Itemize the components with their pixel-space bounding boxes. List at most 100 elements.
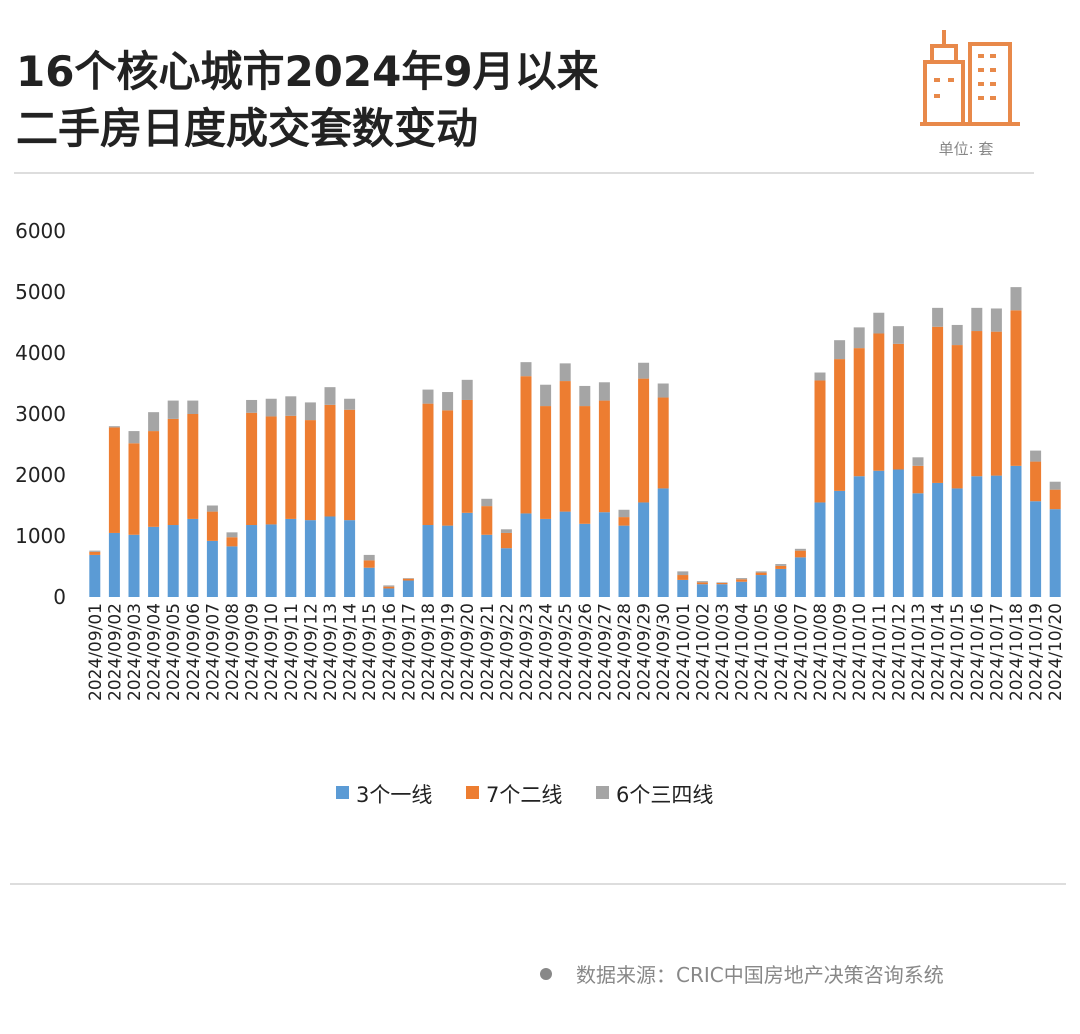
bar-segment	[638, 378, 650, 503]
bar-segment	[912, 457, 924, 466]
x-tick-label: 2024/09/28	[615, 603, 635, 701]
x-tick-label: 2024/10/04	[733, 603, 753, 701]
x-tick-label: 2024/09/30	[654, 603, 674, 701]
y-tick-label: 2000	[15, 463, 66, 487]
bar-segment	[265, 398, 277, 417]
bar-segment	[500, 532, 512, 549]
x-tick-label: 2024/10/20	[1046, 603, 1066, 701]
bar-segment	[873, 312, 885, 334]
x-tick-label: 2024/10/03	[713, 603, 733, 701]
x-tick-label: 2024/10/14	[929, 603, 949, 701]
bar-segment	[226, 532, 238, 538]
x-tick-label: 2024/10/11	[870, 603, 890, 701]
bar-segment	[540, 384, 552, 407]
bar-segment	[598, 512, 610, 597]
bar-segment	[167, 418, 179, 526]
bar-segment	[481, 498, 493, 507]
bar-segment	[422, 403, 434, 526]
bar-segment	[677, 571, 689, 576]
bar-segment	[696, 582, 708, 585]
bar-segment	[167, 400, 179, 419]
bar-segment	[618, 509, 630, 518]
bar-segment	[89, 554, 101, 597]
bar-segment	[814, 502, 826, 597]
bar-segment	[736, 581, 748, 597]
y-tick-label: 4000	[15, 341, 66, 365]
x-tick-label: 2024/09/25	[556, 603, 576, 701]
bar-segment	[971, 307, 983, 332]
bar-segment	[873, 470, 885, 597]
bar-segment	[324, 387, 336, 405]
bar-segment	[148, 412, 160, 432]
bar-segment	[344, 398, 356, 410]
unit-label: 单位: 套	[939, 140, 994, 158]
bar-segment	[559, 381, 571, 512]
bar-segment	[461, 512, 473, 597]
bar-segment	[716, 582, 728, 583]
bar-segment	[246, 525, 258, 597]
x-tick-label: 2024/09/10	[262, 603, 282, 701]
bar-segment	[226, 546, 238, 597]
bar-segment	[638, 362, 650, 379]
bar-segment	[1030, 450, 1042, 462]
bar-segment	[1030, 461, 1042, 502]
x-tick-label: 2024/09/21	[478, 603, 498, 701]
bar-segment	[344, 409, 356, 521]
bar-segment	[677, 575, 689, 580]
bar-segment	[148, 431, 160, 527]
y-tick-label: 0	[53, 585, 66, 609]
bar-segment	[1010, 310, 1022, 466]
bar-segment	[128, 534, 140, 597]
bar-segment	[598, 382, 610, 401]
x-tick-label: 2024/09/22	[497, 603, 517, 701]
bar-segment	[442, 392, 454, 411]
bar-segment	[285, 415, 297, 519]
bar-segment	[755, 572, 767, 576]
bar-segment	[187, 400, 199, 414]
x-tick-label: 2024/09/17	[399, 603, 419, 701]
x-tick-label: 2024/09/08	[223, 603, 243, 701]
bar-segment	[598, 400, 610, 513]
bar-segment	[716, 584, 728, 597]
bar-segment	[853, 327, 865, 349]
bar-segment	[187, 414, 199, 519]
bar-segment	[383, 588, 395, 597]
bar-segment	[755, 571, 767, 573]
bar-segment	[853, 348, 865, 477]
bar-segment	[951, 345, 963, 489]
bar-segment	[579, 406, 591, 524]
bar-segment	[736, 579, 748, 582]
bar-segment	[226, 537, 238, 547]
bar-segment	[285, 396, 297, 416]
bar-segment	[579, 385, 591, 407]
legend-swatch	[336, 786, 349, 799]
x-tick-label: 2024/09/05	[164, 603, 184, 701]
bar-segment	[990, 331, 1002, 476]
bar-segment	[794, 548, 806, 551]
x-tick-label: 2024/09/19	[439, 603, 459, 701]
bar-segment	[696, 581, 708, 583]
bar-segment	[206, 505, 218, 512]
building-icon	[920, 30, 1020, 126]
x-tick-label: 2024/10/18	[1007, 603, 1027, 701]
bar-segment	[755, 575, 767, 597]
bar-segment	[402, 580, 414, 597]
bar-segment	[402, 578, 414, 581]
bar-segment	[814, 380, 826, 503]
bar-segment	[971, 476, 983, 597]
title-line: 16个核心城市2024年9月以来	[16, 47, 599, 96]
legend-swatch	[596, 786, 609, 799]
x-tick-label: 2024/10/01	[674, 603, 694, 701]
bar-segment	[304, 520, 316, 597]
bar-segment	[461, 399, 473, 513]
bar-segment	[990, 308, 1002, 332]
bar-segment	[638, 502, 650, 597]
bar-segment	[736, 578, 748, 580]
x-tick-label: 2024/10/13	[909, 603, 929, 701]
x-tick-label: 2024/09/03	[125, 603, 145, 701]
bar-segment	[775, 565, 787, 569]
bar-segment	[520, 513, 532, 597]
bar-segment	[285, 518, 297, 597]
bar-segment	[1049, 489, 1061, 510]
bar-segment	[540, 518, 552, 597]
